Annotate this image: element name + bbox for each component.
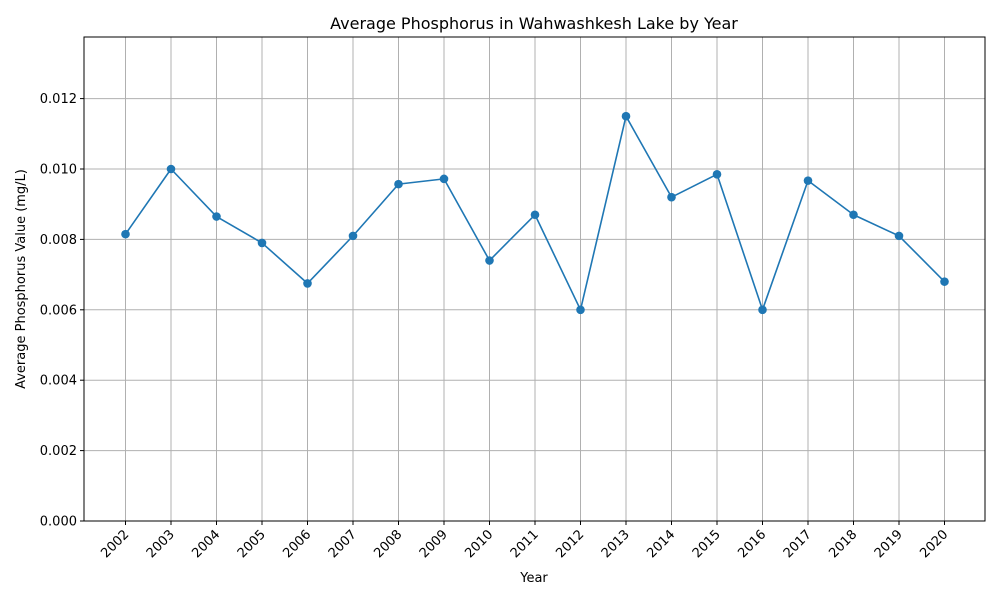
data-point (394, 179, 403, 189)
data-point (257, 238, 267, 248)
chart-title: Average Phosphorus in Wahwashkesh Lake b… (330, 14, 738, 33)
y-tick-label: 0.000 (40, 515, 77, 530)
data-point (894, 231, 904, 241)
y-tick-label: 0.010 (40, 163, 77, 178)
x-axis-label: Year (519, 571, 548, 586)
data-point (166, 164, 176, 174)
data-point (212, 212, 221, 221)
data-point (530, 210, 540, 220)
y-tick-label: 0.012 (40, 92, 77, 107)
data-point (303, 279, 312, 288)
data-point (439, 174, 449, 184)
data-point (803, 176, 813, 185)
data-point (621, 111, 631, 121)
data-point (712, 169, 722, 179)
y-tick-label: 0.006 (40, 303, 77, 318)
grid (84, 37, 985, 522)
y-tick-label: 0.002 (40, 444, 77, 459)
data-point (940, 277, 949, 286)
y-axis: 0.000 0.002 0.004 0.006 0.008 0.010 0.012 (40, 92, 84, 530)
series-group (121, 111, 949, 315)
data-point (576, 305, 585, 315)
data-point (667, 192, 676, 202)
y-tick-label: 0.004 (40, 374, 77, 389)
data-point (121, 229, 130, 239)
data-point (348, 231, 358, 241)
data-point (849, 210, 858, 220)
y-tick-label: 0.008 (40, 233, 77, 248)
y-axis-label: Average Phosphorus Value (mg/L) (14, 169, 29, 389)
data-point (758, 305, 767, 315)
data-point (485, 256, 494, 265)
